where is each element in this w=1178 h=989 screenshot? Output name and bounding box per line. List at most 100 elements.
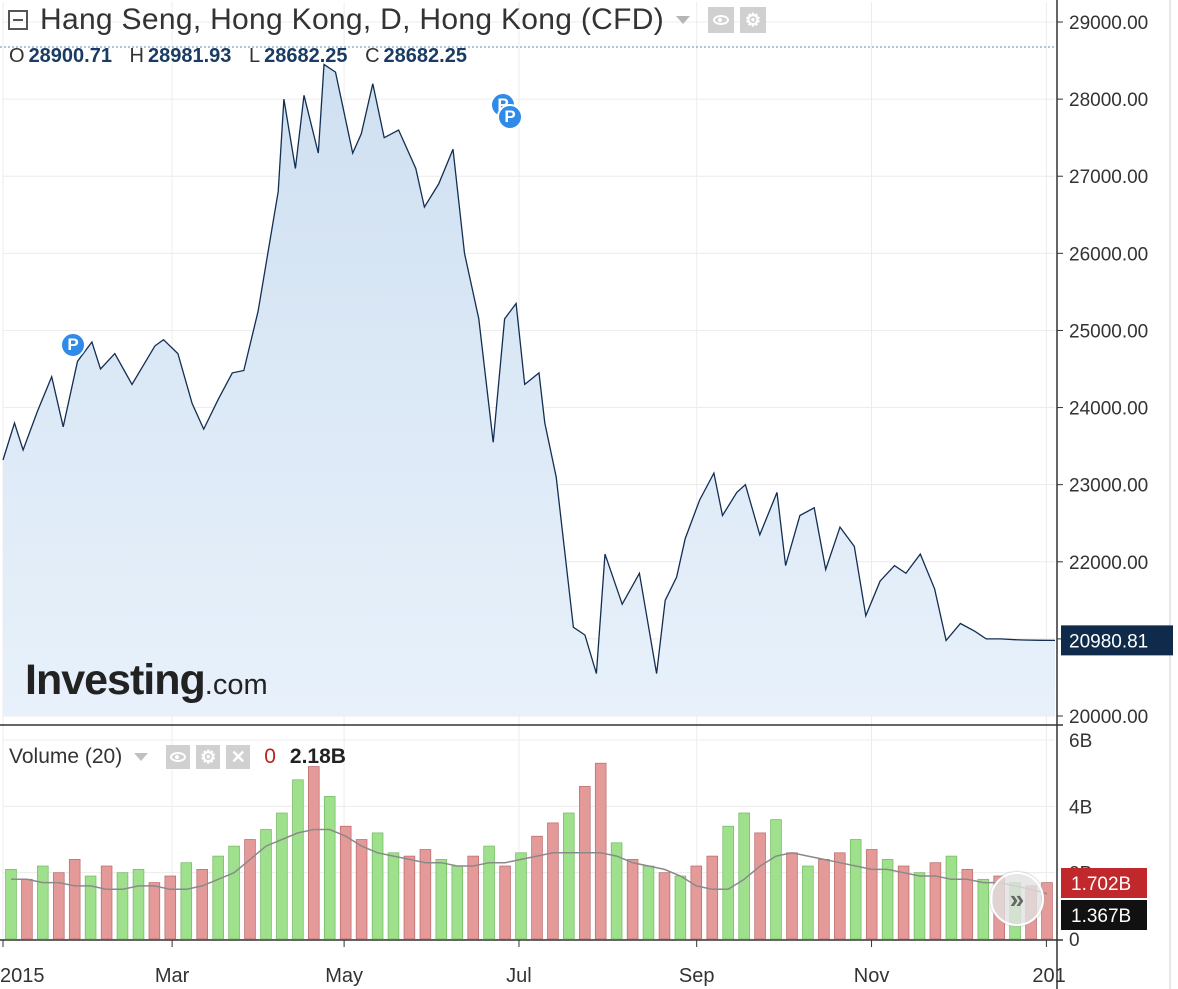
x-tick-label-6: 201 xyxy=(1032,965,1065,987)
volume-bar-38 xyxy=(610,842,623,940)
ohlc-open-key: O xyxy=(9,45,25,67)
volume-bar-26 xyxy=(419,849,432,940)
volume-bar-32 xyxy=(515,852,527,940)
volume-bar-52 xyxy=(834,852,846,940)
volume-bar-61 xyxy=(977,878,990,940)
volume-bar-22 xyxy=(355,839,368,940)
volume-bar-41 xyxy=(658,872,671,940)
volume-bar-1 xyxy=(21,878,33,940)
volume-bar-53 xyxy=(849,839,862,940)
marker-p-3[interactable]: P xyxy=(497,104,523,130)
chart-title: Hang Seng, Hong Kong, D, Hong Kong (CFD) xyxy=(40,3,664,36)
x-tick-label-0: 2015 xyxy=(0,965,45,987)
volume-eye-icon[interactable] xyxy=(166,745,191,769)
dropdown-caret-icon[interactable] xyxy=(676,16,690,24)
volume-bar-35 xyxy=(563,812,575,940)
volume-bar-10 xyxy=(164,875,177,940)
volume-bar-0 xyxy=(5,869,17,940)
volume-bar-12 xyxy=(196,869,208,940)
volume-bar-45 xyxy=(722,825,734,940)
volume-bar-59 xyxy=(945,855,958,940)
volume-bar-3 xyxy=(53,872,65,940)
price-tick-label-2: 22000.00 xyxy=(1069,553,1148,574)
volume-bar-13 xyxy=(212,855,224,940)
volume-bar-5 xyxy=(84,875,97,940)
volume-header: Volume (20) ⚙ ✕ 0 2.18B xyxy=(9,742,346,772)
volume-bar-23 xyxy=(371,832,384,940)
volume-bar-7 xyxy=(116,872,129,940)
volume-bar-54 xyxy=(865,849,878,940)
ohlc-close-value: 28682.25 xyxy=(383,45,467,67)
volume-bar-37 xyxy=(594,762,607,940)
volume-bar-31 xyxy=(499,865,511,940)
volume-bar-47 xyxy=(754,832,766,940)
volume-last-badge xyxy=(1061,868,1147,898)
volume-bar-21 xyxy=(339,825,352,940)
ohlc-high-key: H xyxy=(129,45,144,67)
volume-bar-65 xyxy=(1041,882,1053,940)
volume-bar-44 xyxy=(706,855,719,940)
chart-header: Hang Seng, Hong Kong, D, Hong Kong (CFD)… xyxy=(8,0,766,40)
price-line xyxy=(2,63,1056,674)
volume-bar-36 xyxy=(579,786,591,940)
volume-bar-40 xyxy=(642,865,655,940)
ohlc-close-key: C xyxy=(365,45,380,67)
volume-bar-30 xyxy=(483,845,495,940)
volume-tick-label-0: 0 xyxy=(1069,930,1080,951)
volume-ma-label: 1.367B xyxy=(1071,906,1131,927)
eye-icon[interactable] xyxy=(708,7,734,33)
x-tick-label-3: Jul xyxy=(506,965,532,987)
volume-bar-18 xyxy=(292,779,304,940)
ohlc-open-value: 28900.71 xyxy=(28,45,112,67)
volume-bar-33 xyxy=(531,835,543,940)
volume-dropdown-caret-icon[interactable] xyxy=(134,753,149,761)
x-tick-label-2: May xyxy=(325,965,363,987)
volume-bar-19 xyxy=(308,766,320,940)
marker-p-1[interactable]: P xyxy=(60,332,86,358)
price-tick-label-8: 28000.00 xyxy=(1069,90,1148,111)
volume-zero: 0 xyxy=(264,745,276,768)
volume-bar-55 xyxy=(881,859,894,940)
volume-bar-14 xyxy=(228,845,240,940)
volume-gear-icon[interactable]: ⚙ xyxy=(196,745,221,769)
price-tick-label-5: 25000.00 xyxy=(1069,321,1148,342)
volume-bar-34 xyxy=(547,822,559,940)
investing-logo: Investing.com xyxy=(25,656,268,705)
logo-main: Investing xyxy=(25,656,206,704)
volume-bar-6 xyxy=(100,865,113,940)
collapse-icon[interactable] xyxy=(8,10,28,30)
fast-forward-icon[interactable]: » xyxy=(990,872,1044,926)
volume-bar-39 xyxy=(626,859,639,940)
price-tick-label-0: 20000.00 xyxy=(1069,707,1148,728)
volume-bar-9 xyxy=(148,882,161,940)
logo-suffix: .com xyxy=(204,669,268,701)
volume-bar-29 xyxy=(467,855,479,940)
volume-bar-57 xyxy=(913,872,926,940)
volume-bar-20 xyxy=(323,796,336,940)
volume-close-icon[interactable]: ✕ xyxy=(226,745,251,769)
volume-bar-25 xyxy=(403,855,416,940)
gear-icon[interactable]: ⚙ xyxy=(740,7,766,33)
volume-bar-15 xyxy=(244,839,256,940)
volume-bar-46 xyxy=(738,812,750,940)
volume-ma-badge xyxy=(1061,900,1147,930)
price-tick-label-3: 23000.00 xyxy=(1069,476,1148,497)
volume-bar-42 xyxy=(674,875,687,940)
volume-bar-27 xyxy=(435,859,448,940)
volume-bar-58 xyxy=(929,862,942,940)
volume-bar-50 xyxy=(802,865,814,940)
volume-bar-49 xyxy=(786,852,798,940)
volume-bar-28 xyxy=(451,865,464,940)
volume-bar-48 xyxy=(770,819,782,940)
volume-ma-line xyxy=(11,828,1048,895)
volume-last-label: 1.702B xyxy=(1071,874,1131,895)
ohlc-low-value: 28682.25 xyxy=(264,45,348,67)
volume-tick-label-2: 4B xyxy=(1069,797,1092,818)
volume-tick-label-3: 6B xyxy=(1069,731,1092,752)
x-tick-label-1: Mar xyxy=(155,965,190,987)
volume-bar-51 xyxy=(818,859,830,940)
volume-bar-43 xyxy=(690,865,703,940)
price-tick-label-4: 24000.00 xyxy=(1069,399,1148,420)
volume-bar-11 xyxy=(180,862,193,940)
